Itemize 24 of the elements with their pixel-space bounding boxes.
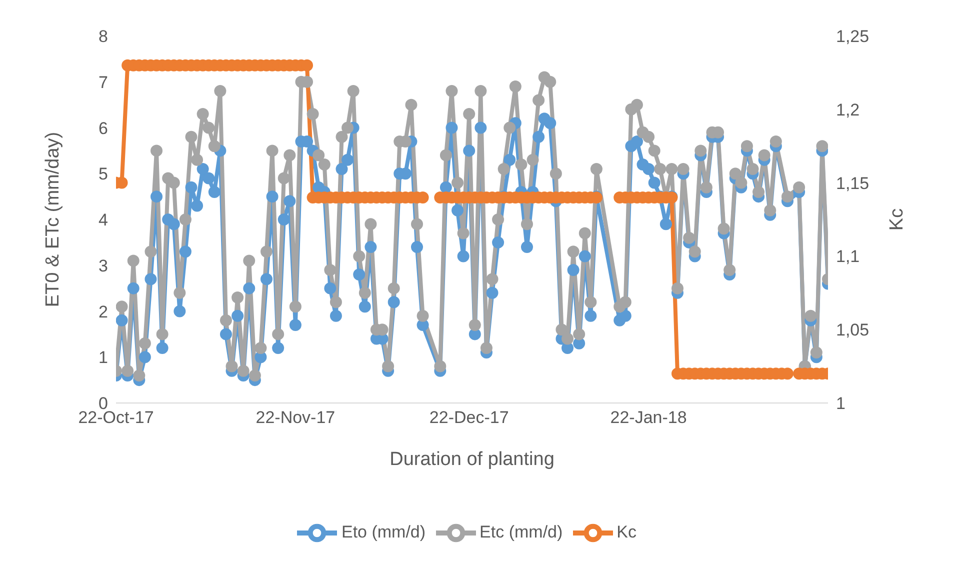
x-tick-label: 22-Oct-17 <box>78 408 154 428</box>
legend-label: Kc <box>616 522 636 542</box>
y2-tick-label: 1,2 <box>836 100 860 120</box>
y2-axis-title: Kc <box>886 208 908 231</box>
x-tick-label: 22-Nov-17 <box>256 408 336 428</box>
y2-tick-label: 1,1 <box>836 247 860 266</box>
x-axis-title: Duration of planting <box>390 449 554 470</box>
y2-tick-label: 1,15 <box>836 174 870 193</box>
y-tick-label: 5 <box>98 164 108 184</box>
legend-label: Eto (mm/d) <box>341 522 426 542</box>
x-tick-label: 22-Jan-18 <box>610 408 687 428</box>
y2-tick-label: 1,25 <box>836 27 870 46</box>
y-tick-label: 1 <box>98 348 108 368</box>
y-axis-title: ET0 & ETc (mm/day) <box>42 132 64 308</box>
y-tick-label: 4 <box>98 210 108 230</box>
legend-label: Etc (mm/d) <box>480 522 563 542</box>
y2-tick-label: 1 <box>836 394 846 414</box>
y-tick-label: 8 <box>98 27 108 46</box>
y2-tick-label: 1,05 <box>836 320 870 340</box>
y-tick-label: 6 <box>98 118 108 138</box>
y-tick-label: 2 <box>98 302 108 322</box>
y-tick-label: 7 <box>98 72 108 92</box>
x-tick-label: 22-Dec-17 <box>429 408 509 428</box>
y-tick-label: 3 <box>98 256 108 276</box>
